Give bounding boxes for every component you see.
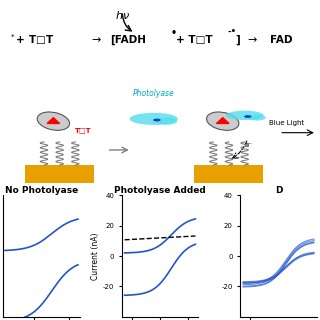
Y-axis label: Current (nA): Current (nA) [91, 232, 100, 280]
Text: •: • [171, 28, 177, 38]
Polygon shape [47, 118, 60, 124]
Text: + T□T: + T□T [176, 35, 212, 45]
Ellipse shape [155, 117, 177, 125]
Ellipse shape [37, 112, 69, 130]
Text: [FADH: [FADH [110, 35, 146, 45]
Bar [25, 165, 94, 183]
Text: $h\nu$: $h\nu$ [115, 9, 130, 20]
Text: $^*$+ T□T: $^*$+ T□T [10, 33, 55, 47]
Text: →: → [248, 35, 257, 45]
Ellipse shape [249, 115, 266, 121]
Text: →: → [91, 35, 100, 45]
Text: FAD: FAD [270, 35, 292, 45]
Ellipse shape [130, 113, 178, 125]
Circle shape [244, 115, 252, 118]
Text: Blue Light: Blue Light [269, 120, 305, 126]
Text: -•: -• [228, 27, 236, 36]
Ellipse shape [206, 112, 239, 130]
Text: T□T: T□T [75, 127, 92, 133]
Text: e⁻: e⁻ [245, 141, 253, 148]
Polygon shape [216, 118, 229, 124]
Title: D: D [275, 186, 282, 195]
Text: Photolyase: Photolyase [133, 89, 175, 98]
Title: No Photolyase: No Photolyase [5, 186, 78, 195]
Title: Photolyase Added: Photolyase Added [114, 186, 206, 195]
Text: ]: ] [235, 35, 240, 45]
Ellipse shape [226, 111, 264, 120]
Bar [195, 165, 263, 183]
Circle shape [153, 119, 161, 121]
